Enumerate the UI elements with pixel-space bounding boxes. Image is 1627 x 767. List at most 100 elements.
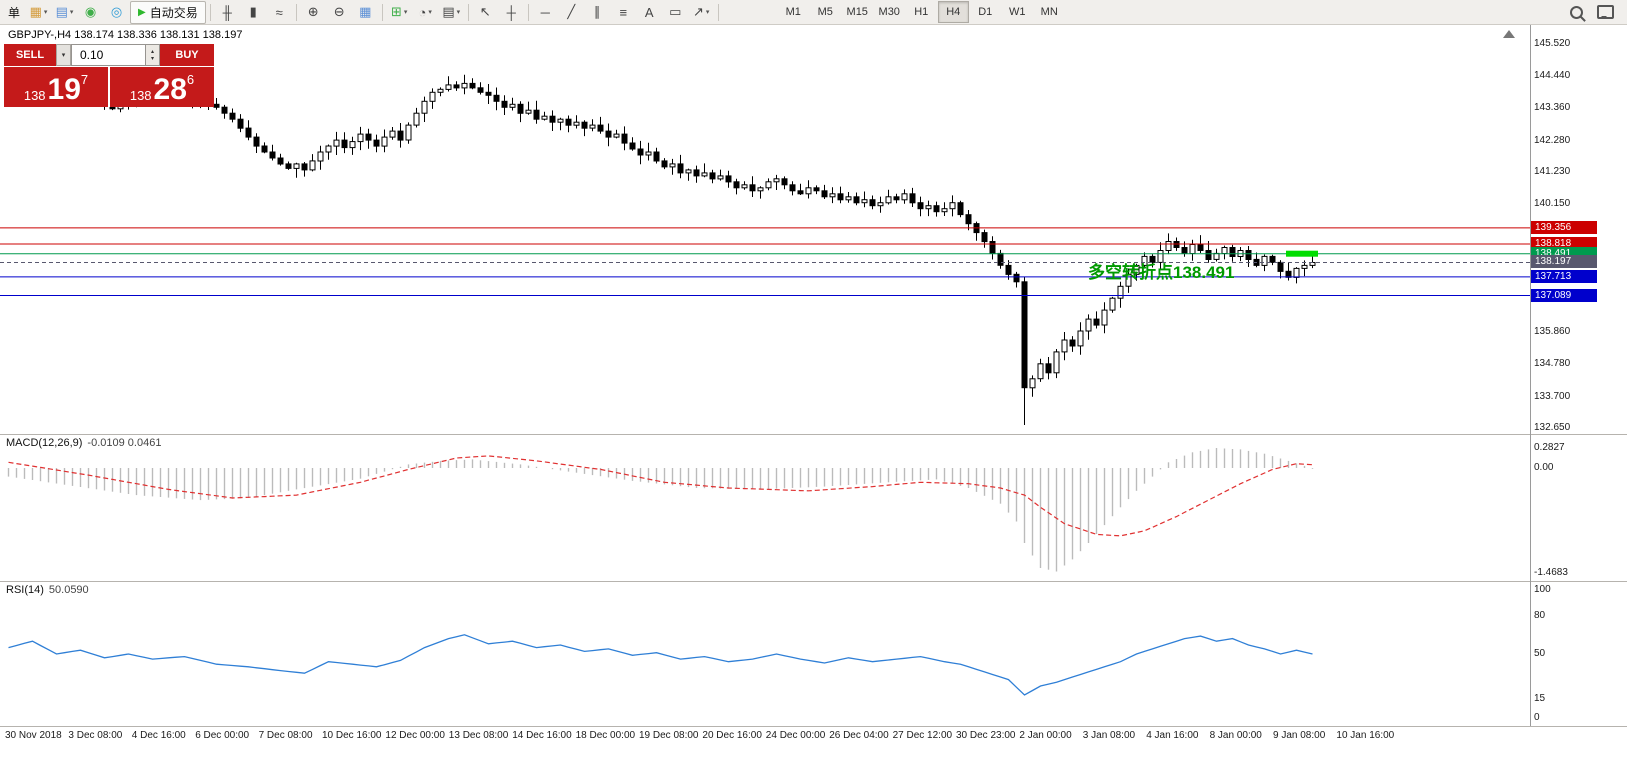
buy-button[interactable]: BUY: [160, 44, 214, 66]
timeframe-mn[interactable]: MN: [1040, 6, 1058, 18]
channel-icon[interactable]: ∥: [585, 1, 610, 24]
chart-annotation[interactable]: 多空转折点138.491: [1088, 263, 1235, 282]
candle-body: [773, 178, 780, 183]
time-tick: 12 Dec 00:00: [385, 730, 445, 741]
toolbar-separator: [209, 3, 211, 21]
search-icon[interactable]: [1564, 1, 1589, 24]
new-order-button[interactable]: 单: [8, 5, 21, 20]
label-icon[interactable]: ▭: [663, 1, 688, 24]
candle-body: [1149, 255, 1156, 263]
time-tick: 3 Dec 08:00: [68, 730, 123, 741]
candle-body: [765, 181, 772, 189]
sell-price[interactable]: 138 19 7: [4, 67, 108, 107]
candle-body: [1069, 339, 1076, 347]
sell-button[interactable]: SELL: [4, 44, 56, 66]
market-watch-icon[interactable]: ◉: [78, 1, 103, 24]
time-tick: 9 Jan 08:00: [1273, 730, 1326, 741]
volume-up-icon[interactable]: ▴: [150, 49, 154, 55]
timeframe-h4[interactable]: H4: [937, 1, 969, 23]
volume-spinner[interactable]: ▴ ▾: [146, 44, 160, 66]
highlight-segment[interactable]: [1286, 250, 1318, 257]
timeframe-h1[interactable]: H1: [914, 6, 929, 18]
candle-body: [485, 91, 492, 96]
candle-body: [1293, 267, 1300, 278]
trade-panel-dropdown[interactable]: ▾: [56, 44, 71, 66]
candlestick-chart-icon[interactable]: ▮: [241, 1, 266, 24]
candle-body: [245, 127, 252, 138]
candle-body: [869, 199, 876, 207]
timeframe-m30[interactable]: M30: [878, 6, 900, 18]
periods-icon[interactable]: ◔ ▾: [413, 1, 438, 24]
time-tick: 4 Jan 16:00: [1146, 730, 1199, 741]
arrows-icon-glyph: ↗: [693, 4, 704, 19]
candle-body: [885, 196, 892, 204]
candle-body: [1117, 285, 1124, 299]
candlestick-chart-icon-glyph: ▮: [249, 4, 257, 19]
candle-body: [1133, 264, 1140, 275]
panel-splitter-rsi[interactable]: [0, 581, 1627, 582]
timeframe-m5[interactable]: M5: [817, 6, 833, 18]
candle-body: [421, 100, 428, 114]
indicators-icon[interactable]: ⊞ ▾: [387, 1, 412, 24]
price-axis[interactable]: [1531, 25, 1627, 726]
profiles-icon[interactable]: ▤ ▾: [52, 1, 77, 24]
candle-body: [741, 184, 748, 189]
candle-body: [613, 133, 620, 138]
panel-splitter-macd[interactable]: [0, 434, 1627, 435]
fibonacci-icon[interactable]: ≡: [611, 1, 636, 24]
candle-body: [821, 190, 828, 198]
chat-icon[interactable]: [1593, 1, 1618, 24]
crosshair-icon[interactable]: ┼: [499, 1, 524, 24]
candle-body: [965, 214, 972, 225]
dropdown-caret-icon: ▾: [705, 9, 710, 16]
line-chart-icon[interactable]: ≈: [267, 1, 292, 24]
candle-body: [317, 151, 324, 162]
zoom-in-icon[interactable]: ⊕: [301, 1, 326, 24]
candle-body: [461, 82, 468, 89]
text-icon[interactable]: A: [637, 1, 662, 24]
time-axis-separator: [0, 726, 1627, 727]
cursor-icon[interactable]: ↖: [473, 1, 498, 24]
new-chart-icon[interactable]: ▦ ▾: [26, 1, 51, 24]
arrows-icon[interactable]: ↗ ▾: [689, 1, 714, 24]
candle-body: [853, 196, 860, 204]
buy-price[interactable]: 138 28 6: [110, 67, 214, 107]
candle-body: [509, 103, 516, 108]
candle-body: [781, 178, 788, 186]
templates-icon[interactable]: ▤ ▾: [439, 1, 464, 24]
community-icon[interactable]: ◎: [104, 1, 129, 24]
candle-body: [1221, 247, 1228, 254]
chart-shift-marker[interactable]: [1503, 30, 1515, 38]
candle-body: [1077, 330, 1084, 347]
trendline-icon[interactable]: ╱: [559, 1, 584, 24]
candle-body: [901, 193, 908, 201]
timeframe-w1[interactable]: W1: [1008, 6, 1026, 18]
timeframe-m1[interactable]: M1: [785, 6, 801, 18]
grid-icon[interactable]: ▦: [353, 1, 378, 24]
line-chart-icon-glyph: ≈: [275, 4, 283, 20]
horizontal-line-icon[interactable]: ─: [533, 1, 558, 24]
time-tick: 2 Jan 00:00: [1019, 730, 1072, 741]
timeframe-m15[interactable]: M15: [846, 6, 868, 18]
price-tick: 134.780: [1534, 358, 1571, 370]
bar-chart-icon[interactable]: ╫: [215, 1, 240, 24]
candle-body: [813, 187, 820, 192]
time-tick: 18 Dec 00:00: [575, 730, 636, 741]
candle-body: [389, 130, 396, 138]
candle-body: [725, 175, 732, 183]
candle-body: [1189, 244, 1196, 254]
autotrading-button[interactable]: ▶ 自动交易: [130, 0, 206, 24]
candle-body: [1037, 363, 1044, 380]
volume-input[interactable]: [71, 44, 146, 66]
candle-body: [253, 136, 260, 147]
price-badge: 138.197: [1531, 255, 1597, 269]
dropdown-caret-icon: ▾: [69, 9, 74, 16]
candle-body: [1013, 273, 1020, 283]
candle-body: [629, 142, 636, 150]
zoom-out-icon[interactable]: ⊖: [327, 1, 352, 24]
volume-down-icon[interactable]: ▾: [150, 56, 154, 62]
candle-body: [549, 115, 556, 123]
candle-body: [581, 121, 588, 129]
timeframe-d1[interactable]: D1: [978, 6, 993, 18]
